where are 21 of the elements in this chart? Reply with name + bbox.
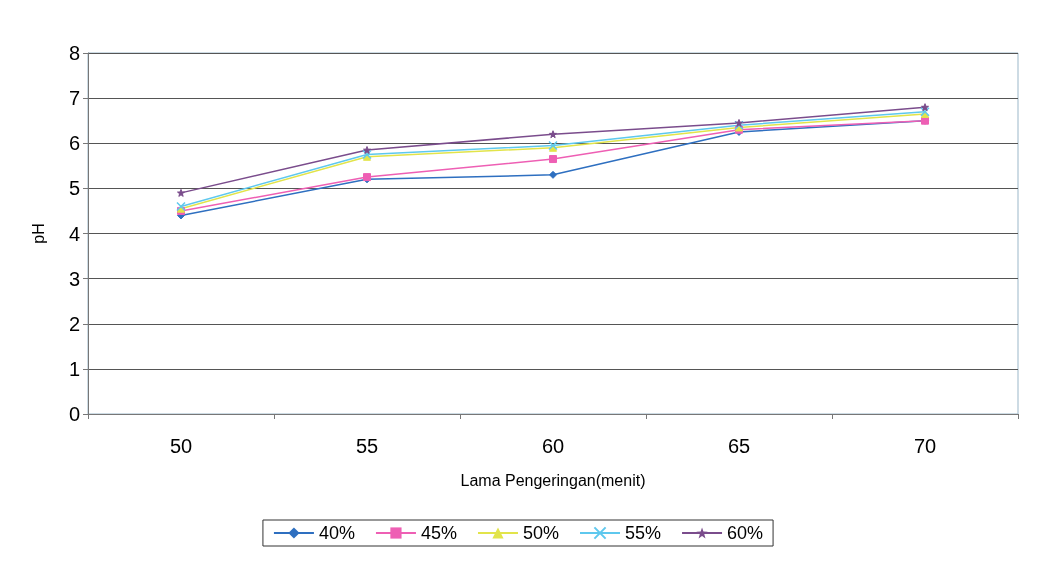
legend-label: 60% [727, 523, 764, 543]
x-tick-label: 50 [169, 435, 193, 457]
y-tick-label: 2 [68, 312, 80, 335]
y-tick-label: 8 [68, 42, 80, 64]
x-tick-label: 70 [913, 435, 937, 457]
y-tick-label: 5 [68, 177, 80, 200]
legend-label: 40% [318, 523, 355, 543]
x-axis-title: Lama Pengeringan(menit) [460, 471, 646, 489]
x-tick-label: 55 [355, 435, 379, 457]
legend-label: 55% [625, 523, 662, 543]
x-tick-label: 60 [541, 435, 565, 457]
y-tick-label: 4 [68, 222, 80, 245]
y-tick-label: 3 [68, 267, 80, 290]
y-tick-label: 0 [68, 403, 80, 425]
y-axis-title: pH [29, 223, 47, 244]
y-tick-label: 7 [68, 87, 80, 110]
y-tick-label: 6 [68, 132, 80, 155]
x-tick-label: 65 [727, 435, 751, 457]
legend-label: 45% [420, 523, 457, 543]
legend-label: 50% [522, 523, 560, 543]
y-tick-label: 1 [68, 357, 80, 380]
